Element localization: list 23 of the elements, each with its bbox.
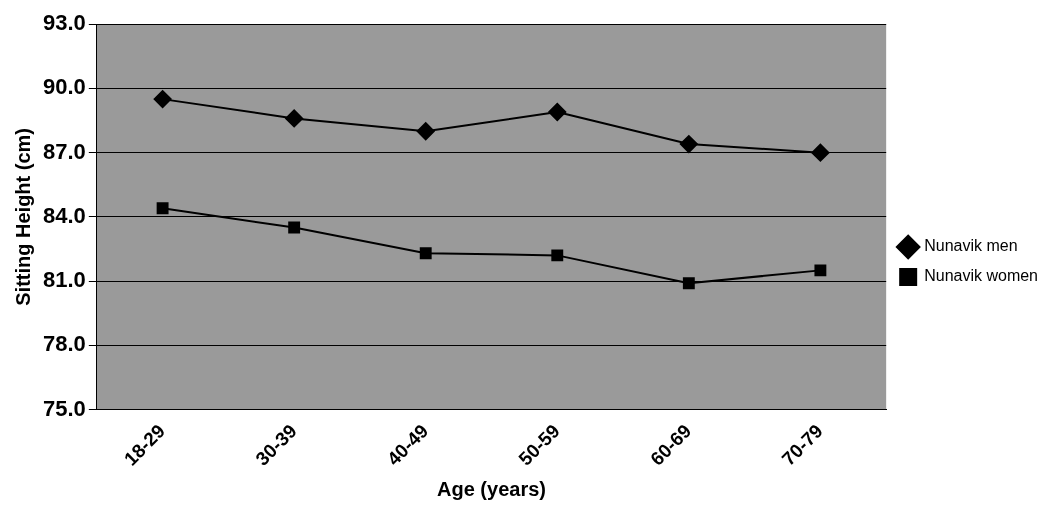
y-axis-title: Sitting Height (cm) — [11, 127, 34, 306]
point — [285, 109, 304, 128]
y-tick-label: 78.0 — [42, 331, 86, 357]
y-tick-label: 90.0 — [42, 74, 86, 100]
point — [156, 202, 169, 215]
y-tick-label: 75.0 — [42, 395, 86, 421]
y-tick-label: 87.0 — [42, 138, 86, 164]
y-tick-label: 81.0 — [42, 267, 86, 293]
y-tick-label: 84.0 — [42, 202, 86, 228]
point — [811, 143, 830, 162]
point — [682, 277, 695, 290]
point — [814, 264, 827, 277]
legend-label: Nunavik men — [924, 237, 1018, 255]
point — [679, 135, 698, 154]
legend-label: Nunavik women — [924, 267, 1038, 285]
point — [551, 249, 564, 262]
x-axis-title: Age (years) — [437, 477, 546, 500]
point — [548, 102, 567, 121]
point — [153, 90, 172, 109]
point — [419, 247, 432, 260]
y-tick-label: 93.0 — [42, 10, 86, 36]
point — [288, 221, 301, 234]
point — [416, 122, 435, 141]
